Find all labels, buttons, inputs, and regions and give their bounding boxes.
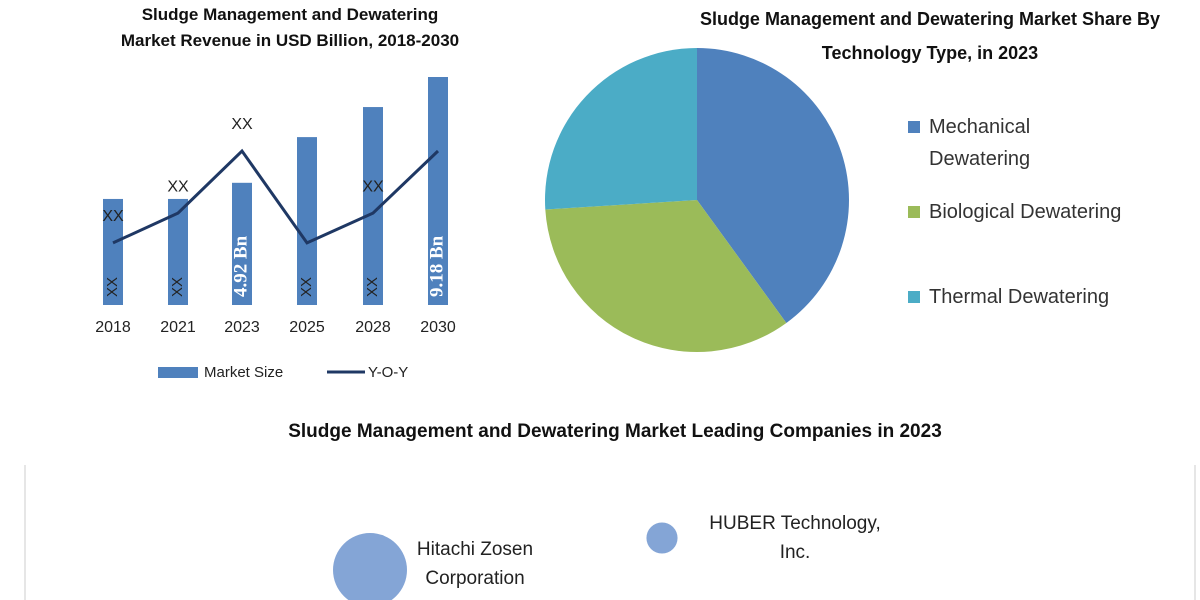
- pie-slice: [697, 48, 849, 323]
- line: [112, 148, 440, 245]
- data-label: XX: [362, 178, 384, 195]
- data-label: XX: [169, 277, 186, 297]
- bubble-label: HUBER Technology, Inc.: [709, 513, 881, 563]
- x-tick-label: 2025: [289, 319, 325, 336]
- bar: [297, 137, 317, 305]
- data-label: XX: [167, 178, 189, 195]
- legend-label: Mechanical Dewatering: [929, 116, 1031, 170]
- bar: [363, 107, 383, 306]
- data-label: XX: [298, 277, 315, 297]
- data-label: XX: [102, 208, 124, 225]
- bar: [168, 198, 188, 305]
- bar: [428, 77, 448, 305]
- legend-swatch: [158, 367, 198, 378]
- x-tick-label: 2021: [160, 319, 196, 336]
- bar: [103, 198, 123, 305]
- chart-title: Sludge Management and Dewatering Market …: [288, 421, 942, 442]
- data-label: 4.92 Bn: [230, 235, 251, 297]
- legend-label: Y-O-Y: [368, 364, 408, 381]
- data-label: XX: [104, 277, 121, 297]
- bubble-label: Hitachi Zosen Corporation: [416, 539, 534, 589]
- bubble: [646, 522, 678, 554]
- legend-label: Biological Dewatering: [929, 201, 1122, 223]
- x-tick-label: 2018: [95, 319, 131, 336]
- data-label: XX: [364, 277, 381, 297]
- data-label: XX: [231, 116, 253, 133]
- pie-slice: [545, 200, 787, 353]
- pie-slice: [545, 48, 697, 210]
- legend-swatch: [908, 206, 920, 218]
- bubble: [333, 533, 407, 600]
- legend-label: Thermal Dewatering: [929, 286, 1110, 308]
- chart-title: Sludge Management and Dewatering Market …: [699, 9, 1161, 63]
- legend-swatch: [908, 291, 920, 303]
- x-tick-label: 2028: [355, 319, 391, 336]
- data-label: 9.18 Bn: [426, 235, 447, 297]
- x-tick-label: 2023: [224, 319, 260, 336]
- x-tick-label: 2030: [420, 319, 456, 336]
- legend-swatch: [908, 121, 920, 133]
- bar: [232, 182, 252, 305]
- chart-title: Sludge Management and Dewatering Market …: [120, 5, 460, 50]
- legend-label: Market Size: [204, 364, 283, 381]
